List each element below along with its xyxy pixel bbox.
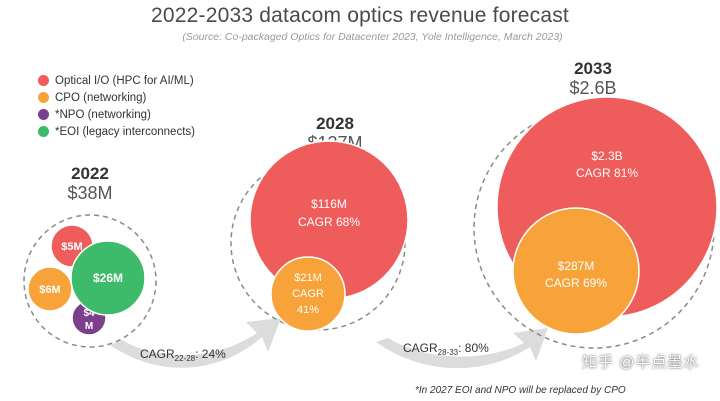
transition-arrow-2022-2028 (110, 318, 281, 368)
transition-cagr-label-2022-2028: CAGR22-28: 24% (140, 347, 226, 363)
bubble-2028-cpo-networking-cagr-value: 41% (297, 304, 319, 316)
bubble-2022-npo-networking-value-label-2: M (85, 321, 93, 332)
chart-title: 2022-2033 datacom optics revenue forecas… (151, 4, 569, 27)
chart-subtitle: (Source: Co-packaged Optics for Datacent… (182, 31, 563, 43)
group-outline-2022 (23, 214, 157, 348)
bubble-2033-cpo-networking (512, 207, 640, 335)
bubble-2028-cpo-networking (270, 256, 346, 332)
legend-dot-eoi (38, 126, 49, 137)
legend-dot-cpo (38, 92, 49, 103)
legend-label-optical-io: Optical I/O (HPC for AI/ML) (55, 74, 194, 87)
bubble-2028-cpo-networking-value-label: $21M (294, 272, 322, 284)
bubble-2022-cpo-networking-value-label: $6M (39, 284, 60, 296)
bubble-2028-optical-i-o-hpc-for-ai-ml-cagr-label: CAGR 68% (298, 215, 360, 229)
bubble-2033-optical-i-o-hpc-for-ai-ml-cagr-label: CAGR 81% (576, 166, 638, 180)
bubble-2022-eoi-legacy-interconnects (70, 240, 146, 316)
footnote: *In 2027 EOI and NPO will be replaced by… (415, 385, 626, 396)
year-total-2022: $38M (67, 183, 113, 203)
year-block-2033: 2033 $2.6B (548, 59, 638, 98)
bubble-2033-optical-i-o-hpc-for-ai-ml-value-label: $2.3B (591, 149, 622, 163)
bubble-2028-cpo-networking-cagr-label: CAGR (292, 288, 324, 300)
bubble-2022-optical-i-o-hpc-for-ai-ml-value-label: $5M (61, 241, 82, 253)
year-label-2028: 2028 (316, 114, 354, 133)
legend-item-npo: *NPO (networking) (38, 106, 195, 123)
watermark: 知乎 @半点墨水 (582, 354, 700, 371)
bubble-2022-npo-networking-value-label: $4 (83, 308, 95, 319)
year-block-2022: 2022 $38M (50, 164, 130, 203)
legend: Optical I/O (HPC for AI/ML) CPO (network… (38, 72, 195, 140)
legend-label-npo: *NPO (networking) (55, 108, 151, 121)
legend-dot-optical-io (38, 75, 49, 86)
legend-dot-npo (38, 109, 49, 120)
bubble-2033-cpo-networking-value-label: $287M (558, 259, 595, 273)
legend-item-optical-io: Optical I/O (HPC for AI/ML) (38, 72, 195, 89)
year-label-2033: 2033 (574, 59, 612, 78)
legend-item-eoi: *EOI (legacy interconnects) (38, 123, 195, 140)
legend-item-cpo: CPO (networking) (38, 89, 195, 106)
bubble-2033-cpo-networking-cagr-label: CAGR 69% (545, 276, 607, 290)
transition-cagr-label-2028-2033: CAGR28-33: 80% (403, 341, 489, 357)
legend-label-cpo: CPO (networking) (55, 91, 147, 104)
year-total-2033: $2.6B (569, 78, 617, 98)
bubble-2028-optical-i-o-hpc-for-ai-ml-value-label: $116M (311, 197, 347, 211)
year-label-2022: 2022 (71, 164, 109, 183)
bubble-2022-eoi-legacy-interconnects-value-label: $26M (93, 271, 123, 285)
legend-label-eoi: *EOI (legacy interconnects) (55, 125, 195, 138)
transition-arrow-2028-2033 (376, 328, 548, 369)
